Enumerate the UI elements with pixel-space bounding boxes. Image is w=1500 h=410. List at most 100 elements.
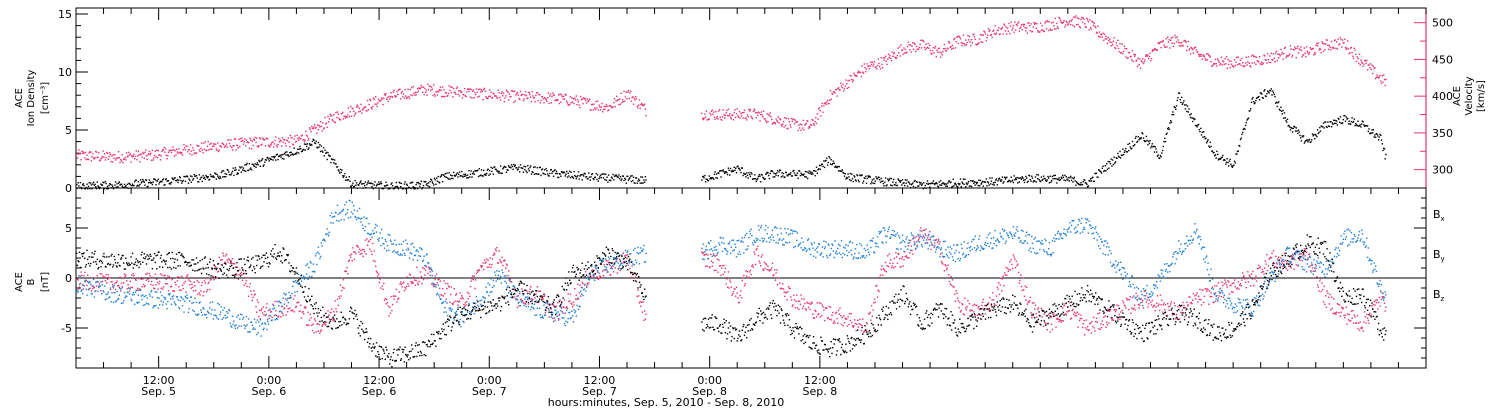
data-point [1294,130,1297,132]
data-point [1028,25,1031,27]
data-point [1013,256,1015,258]
data-point [862,182,864,184]
data-point [570,171,572,173]
data-point [599,109,602,111]
data-point [901,49,904,51]
data-point [867,331,869,333]
data-point [164,151,166,153]
data-point [789,173,791,176]
data-point [982,34,984,36]
data-point [405,97,408,100]
data-point [1242,62,1244,64]
data-point [1090,332,1092,334]
data-point [483,88,485,91]
data-point [875,285,877,287]
data-point [858,323,860,325]
data-point [539,290,541,292]
data-point [415,184,417,186]
data-point [79,282,82,285]
data-point [915,235,918,238]
data-point [1208,290,1211,292]
data-point [375,265,377,267]
data-point [181,284,184,286]
data-point [447,92,450,95]
data-point [559,93,561,95]
data-point [512,90,514,93]
data-point [1312,47,1314,50]
data-point [234,167,237,169]
data-point [1380,134,1382,136]
data-point [544,98,547,100]
data-point [799,123,802,125]
data-point [474,93,477,96]
data-point [338,117,340,120]
data-point [1214,285,1216,287]
data-point [635,95,637,98]
data-point [837,165,839,168]
data-point [254,163,256,165]
data-point [1086,19,1089,21]
data-point [544,312,547,314]
data-point [1251,98,1253,100]
data-point [105,156,107,159]
data-point [783,291,785,293]
data-point [364,106,367,108]
data-point [161,181,163,183]
data-point [1372,65,1375,67]
data-point [576,298,578,301]
data-point [765,172,768,174]
data-point [271,316,273,319]
data-point [317,322,319,325]
data-point [319,144,321,146]
data-point [164,183,166,186]
data-point [1017,21,1020,23]
data-point [530,297,533,300]
data-point [425,91,427,93]
data-point [294,152,297,155]
data-point [932,180,935,182]
data-point [1183,40,1185,42]
data-point [845,178,847,180]
data-point [256,145,259,147]
data-point [631,175,633,177]
data-point [1378,136,1380,138]
data-point [928,238,930,241]
data-point [508,166,511,168]
data-point [294,306,297,308]
data-point [1327,48,1330,50]
data-point [477,88,480,91]
data-point [560,94,563,96]
data-point [357,106,359,108]
data-point [406,96,408,99]
data-point [902,53,904,55]
data-point [1206,59,1209,61]
data-point [1161,152,1163,154]
data-point [1276,60,1278,62]
data-point [138,154,140,156]
data-point [314,142,316,144]
data-point [594,176,597,178]
data-point [582,102,584,105]
data-point [270,310,273,313]
data-point [600,177,602,179]
data-point [133,153,135,156]
data-point [624,178,627,181]
data-point [1020,26,1022,28]
data-point [178,176,181,178]
data-point [1072,181,1074,183]
data-point [273,143,275,145]
data-point [448,172,450,174]
data-point [464,302,467,304]
data-point [610,266,613,268]
data-point [400,98,402,100]
data-point [1330,126,1333,128]
data-point [949,283,951,285]
data-point [779,169,782,172]
data-point [128,290,131,292]
data-point [1243,127,1245,130]
data-point [1233,59,1236,61]
data-point [389,306,391,308]
data-point [1056,317,1059,319]
data-point [566,307,569,309]
data-point [625,254,627,256]
